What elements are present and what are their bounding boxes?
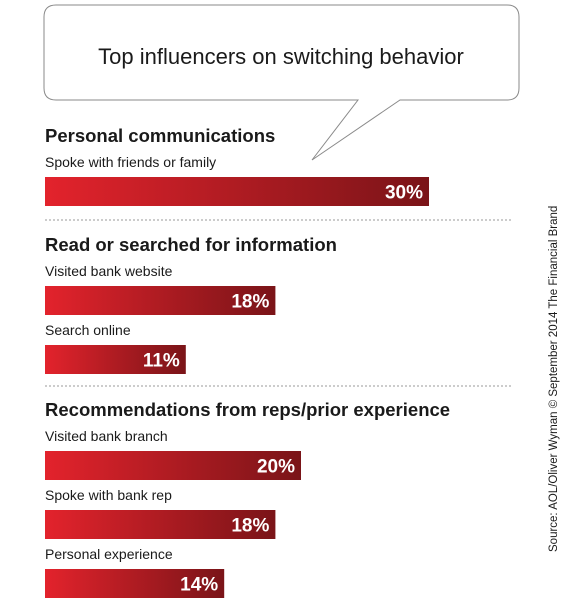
bar-label: Visited bank branch (45, 428, 168, 444)
bar-value-label: 20% (257, 457, 295, 478)
bar (45, 569, 225, 598)
bar-label: Visited bank website (45, 263, 173, 279)
group-title: Personal communications (45, 125, 275, 146)
chart-title: Top influencers on switching behavior (98, 44, 464, 69)
bar-label: Personal experience (45, 546, 173, 562)
bar-value-label: 14% (180, 575, 218, 596)
bar-value-label: 18% (231, 292, 269, 313)
bar (45, 177, 429, 206)
bar-label: Spoke with friends or family (45, 154, 216, 170)
group-title: Recommendations from reps/prior experien… (45, 399, 450, 420)
bar (45, 451, 301, 480)
chart-body: Personal communications Spoke with friend… (45, 125, 512, 598)
group-title: Read or searched for information (45, 234, 337, 255)
bar-label: Search online (45, 322, 131, 338)
bar (45, 345, 186, 374)
title-bubble (43, 4, 520, 161)
bar-value-label: 11% (143, 351, 180, 372)
source-note: Source: AOL/Oliver Wyman © September 201… (548, 206, 560, 552)
bar (45, 510, 276, 539)
bar-value-label: 18% (231, 516, 269, 537)
bar (45, 286, 276, 315)
bar-label: Spoke with bank rep (45, 487, 172, 503)
bar-value-label: 30% (385, 183, 423, 204)
